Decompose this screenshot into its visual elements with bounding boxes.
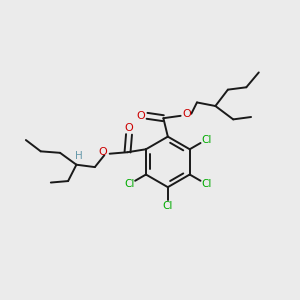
Text: O: O xyxy=(124,123,134,133)
Text: O: O xyxy=(136,111,145,121)
Text: O: O xyxy=(99,147,107,157)
Text: Cl: Cl xyxy=(163,201,173,211)
Text: Cl: Cl xyxy=(201,135,211,145)
Text: Cl: Cl xyxy=(124,179,135,189)
Text: H: H xyxy=(75,152,83,161)
Text: O: O xyxy=(183,109,191,119)
Text: Cl: Cl xyxy=(201,179,211,189)
